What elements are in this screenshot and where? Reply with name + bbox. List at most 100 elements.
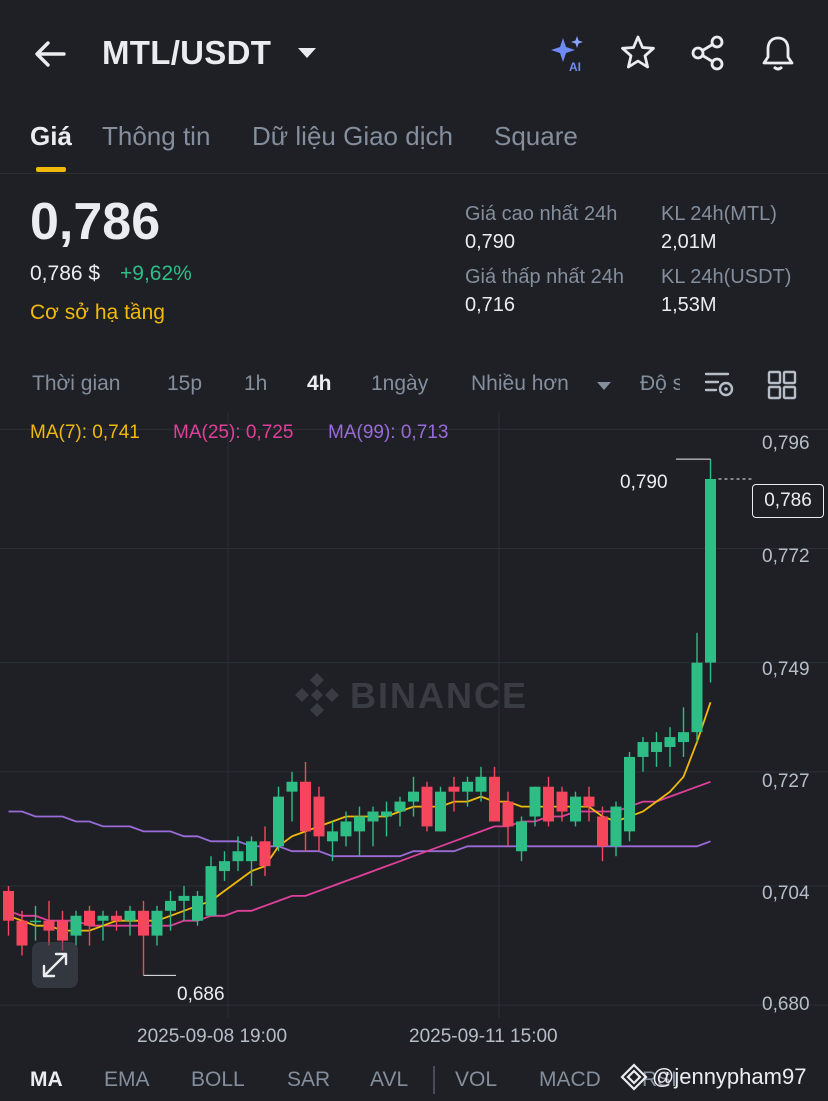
candle-body: [16, 920, 28, 946]
candle-body: [583, 796, 595, 807]
candle-body: [286, 781, 298, 792]
candle-body: [529, 786, 541, 817]
chart-settings-icon[interactable]: [704, 370, 736, 400]
candle-body: [421, 786, 433, 827]
price-change-percent: +9,62%: [120, 262, 192, 285]
candle-body: [556, 791, 568, 812]
interval-15m[interactable]: 15p: [167, 372, 203, 395]
interval-1d[interactable]: 1ngày: [371, 372, 429, 395]
interval-depth[interactable]: Độ s: [640, 372, 680, 395]
candle-body: [151, 910, 163, 936]
bell-icon[interactable]: [758, 33, 798, 73]
candle-body: [367, 811, 379, 822]
candle-body: [705, 479, 716, 663]
tab-info[interactable]: Thông tin: [102, 121, 211, 151]
candle-body: [232, 851, 244, 862]
indicator-tab-rsi[interactable]: RSI: [642, 1068, 678, 1091]
candle-body: [394, 801, 406, 812]
candle-body: [651, 742, 662, 752]
candle-body: [313, 796, 325, 837]
candle-body: [97, 915, 109, 921]
candle-body: [475, 776, 487, 792]
binance-square-logo-icon: [619, 1062, 649, 1092]
candle-body: [43, 920, 55, 931]
indicator-tab-avl[interactable]: AVL: [370, 1068, 409, 1091]
volume-quote-label: KL 24h(USDT): [661, 266, 792, 288]
candle-body: [70, 915, 82, 936]
candle-body: [273, 796, 284, 847]
candle-body: [340, 821, 352, 837]
volume-base-label: KL 24h(MTL): [661, 203, 777, 225]
y-tick-label: 0,772: [762, 546, 810, 567]
price-usd: 0,786 $: [30, 262, 101, 285]
ma25-line: [8, 780, 711, 927]
candle-body: [516, 821, 527, 852]
candle-body: [435, 791, 446, 832]
y-tick-label: 0,727: [762, 771, 810, 792]
candle-body: [124, 910, 136, 921]
candle-body: [219, 861, 230, 872]
low-price-marker: 0,686: [177, 984, 225, 1005]
ma7-legend: MA(7): 0,741: [30, 422, 140, 443]
candle-body: [57, 920, 68, 941]
tabs-divider: [0, 173, 828, 174]
share-icon[interactable]: [688, 33, 728, 73]
candle-body: [448, 786, 460, 792]
ai-sparkle-icon[interactable]: AI: [548, 33, 588, 74]
author-handle: @jennypham97: [652, 1064, 807, 1089]
indicator-divider: [433, 1066, 435, 1094]
candle-body: [327, 831, 338, 842]
interval-time[interactable]: Thời gian: [32, 372, 121, 395]
candle-body: [462, 781, 473, 792]
candle-body: [84, 910, 95, 926]
grid-layout-icon[interactable]: [767, 370, 797, 400]
y-tick-label: 0,680: [762, 994, 810, 1015]
indicator-tab-boll[interactable]: BOLL: [191, 1068, 245, 1091]
candle-body: [597, 816, 608, 847]
candle-body: [664, 737, 676, 748]
pair-title[interactable]: MTL/USDT: [102, 34, 272, 71]
svg-text:AI: AI: [569, 60, 581, 73]
indicator-tab-macd[interactable]: MACD: [539, 1068, 601, 1091]
candle-body: [30, 920, 41, 923]
interval-more[interactable]: Nhiều hơn: [471, 372, 569, 395]
volume-quote-value: 1,53M: [661, 294, 717, 316]
indicator-tab-sar[interactable]: SAR: [287, 1068, 331, 1091]
candle-body: [246, 841, 257, 862]
indicator-tab-ema[interactable]: EMA: [104, 1068, 150, 1091]
tab-square[interactable]: Square: [494, 121, 578, 151]
interval-4h[interactable]: 4h: [307, 372, 332, 395]
candlestick-chart[interactable]: BINANCE: [0, 412, 828, 1052]
candle-body: [259, 841, 271, 867]
star-icon[interactable]: [618, 33, 658, 73]
more-caret-icon[interactable]: [596, 378, 612, 390]
candle-body: [570, 796, 581, 822]
candle-body: [178, 895, 190, 901]
x-tick-label: 2025-09-08 19:00: [137, 1026, 288, 1047]
high-24h-value: 0,790: [465, 231, 516, 253]
candle-body: [691, 662, 703, 733]
candle-body: [408, 791, 419, 802]
interval-1h[interactable]: 1h: [244, 372, 268, 395]
indicator-tab-ma[interactable]: MA: [30, 1068, 63, 1091]
category-tag[interactable]: Cơ sở hạ tầng: [30, 301, 165, 324]
high-24h-label: Giá cao nhất 24h: [465, 203, 618, 225]
candle-body: [111, 915, 122, 921]
volume-base-value: 2,01M: [661, 231, 717, 253]
back-arrow-icon[interactable]: [30, 34, 70, 74]
y-tick-label: 0,796: [762, 433, 810, 454]
candle-body: [3, 890, 14, 921]
candle-body: [624, 756, 635, 832]
low-24h-value: 0,716: [465, 294, 516, 316]
candle-body: [610, 806, 622, 847]
candle-body: [489, 776, 500, 822]
tab-price[interactable]: Giá: [30, 121, 72, 151]
caret-down-icon[interactable]: [296, 46, 318, 60]
candle-body: [543, 786, 554, 822]
y-tick-label: 0,704: [762, 883, 810, 904]
tab-trading-data[interactable]: Dữ liệu Giao dịch: [252, 121, 453, 151]
fullscreen-toggle-icon[interactable]: [32, 942, 78, 988]
candle-body: [637, 742, 649, 757]
indicator-tab-vol[interactable]: VOL: [455, 1068, 498, 1091]
active-tab-indicator: [36, 167, 66, 172]
